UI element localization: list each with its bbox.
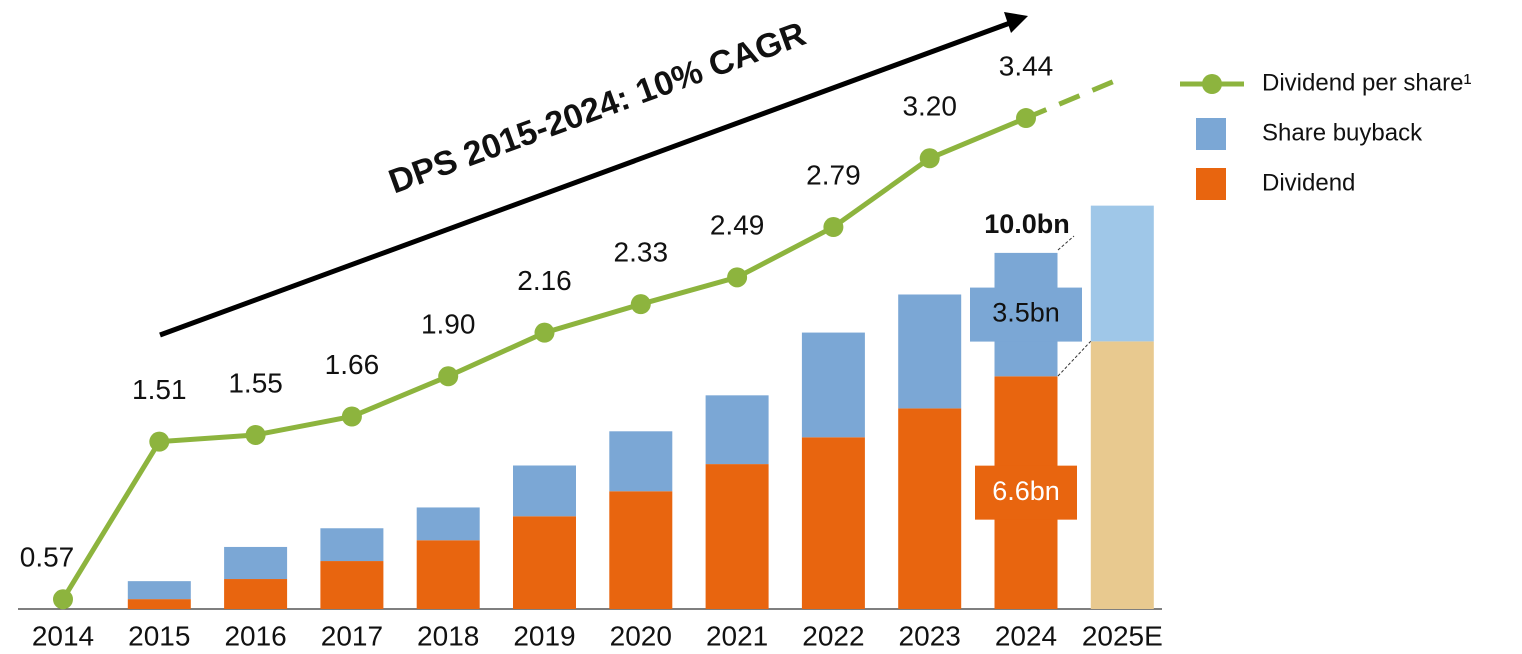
dps-label: 3.44 [999, 50, 1054, 81]
x-tick-label: 2025E [1082, 620, 1163, 651]
bar-segment [320, 561, 384, 609]
dps-point [727, 267, 748, 288]
dps-point [245, 424, 266, 445]
leader-line [1057, 235, 1075, 251]
total-label: 10.0bn [984, 209, 1070, 239]
bar-segment [1090, 341, 1154, 609]
bar-segment [898, 294, 962, 409]
bar-segment [705, 464, 769, 609]
x-tick-label: 2024 [995, 620, 1057, 651]
bar-segment [513, 465, 576, 517]
legend-swatch [1196, 168, 1226, 200]
dps-label: 2.79 [806, 159, 861, 190]
data-label: 3.5bn [992, 298, 1060, 328]
dps-point [438, 366, 459, 387]
x-tick-label: 2022 [802, 620, 864, 651]
legend-marker [1202, 74, 1222, 94]
dps-label: 1.51 [132, 374, 187, 405]
bar-segment [1090, 205, 1154, 342]
trend-extension [1025, 75, 1123, 121]
x-tick-label: 2014 [32, 620, 94, 651]
legend-swatch [1196, 118, 1226, 150]
bar-segment [705, 395, 769, 465]
bar-segment [609, 431, 673, 492]
dps-point [1016, 108, 1036, 129]
cagr-arrow [159, 20, 1011, 338]
dps-label: 2.49 [710, 210, 765, 241]
dps-label: 0.57 [20, 542, 75, 573]
dps-point [534, 322, 555, 343]
bar-segment [127, 599, 191, 609]
data-label: 6.6bn [992, 476, 1060, 506]
x-tick-label: 2015 [128, 620, 190, 651]
x-tick-label: 2018 [417, 620, 479, 651]
dps-label: 1.66 [325, 349, 380, 380]
dps-label: 2.16 [517, 265, 572, 296]
dps-point [919, 148, 940, 169]
dps-point [149, 431, 170, 452]
dps-label: 1.90 [421, 309, 476, 340]
x-tick-label: 2019 [513, 620, 575, 651]
x-tick-label: 2021 [706, 620, 768, 651]
arrow-head [1004, 12, 1028, 33]
bar-segment [224, 579, 288, 609]
bar-segment [801, 332, 865, 438]
bar-segment [609, 491, 673, 609]
x-tick-label: 2016 [224, 620, 286, 651]
dps-point [341, 406, 362, 427]
legend-label: Dividend per share¹ [1262, 69, 1471, 96]
bar-segment [416, 540, 480, 609]
label-box [975, 465, 1077, 520]
bar-segment [320, 528, 384, 562]
bar-segment [127, 581, 191, 600]
legend-label: Share buyback [1262, 119, 1423, 146]
dps-point [823, 217, 844, 238]
label-box [970, 287, 1082, 342]
x-tick-label: 2017 [321, 620, 383, 651]
leader-line [1057, 340, 1092, 377]
dps-point [630, 294, 651, 315]
bar-segment [898, 408, 962, 609]
x-tick-label: 2020 [610, 620, 672, 651]
bar-segment [801, 437, 865, 609]
bar-segment [224, 546, 288, 580]
dps-label: 3.20 [902, 91, 957, 122]
dps-point [53, 589, 73, 610]
dps-label: 2.33 [614, 237, 669, 268]
bar-segment [513, 516, 576, 609]
bar-segment [416, 507, 480, 541]
dps-label: 1.55 [228, 367, 283, 398]
x-tick-label: 2023 [899, 620, 961, 651]
legend-label: Dividend [1262, 169, 1355, 196]
